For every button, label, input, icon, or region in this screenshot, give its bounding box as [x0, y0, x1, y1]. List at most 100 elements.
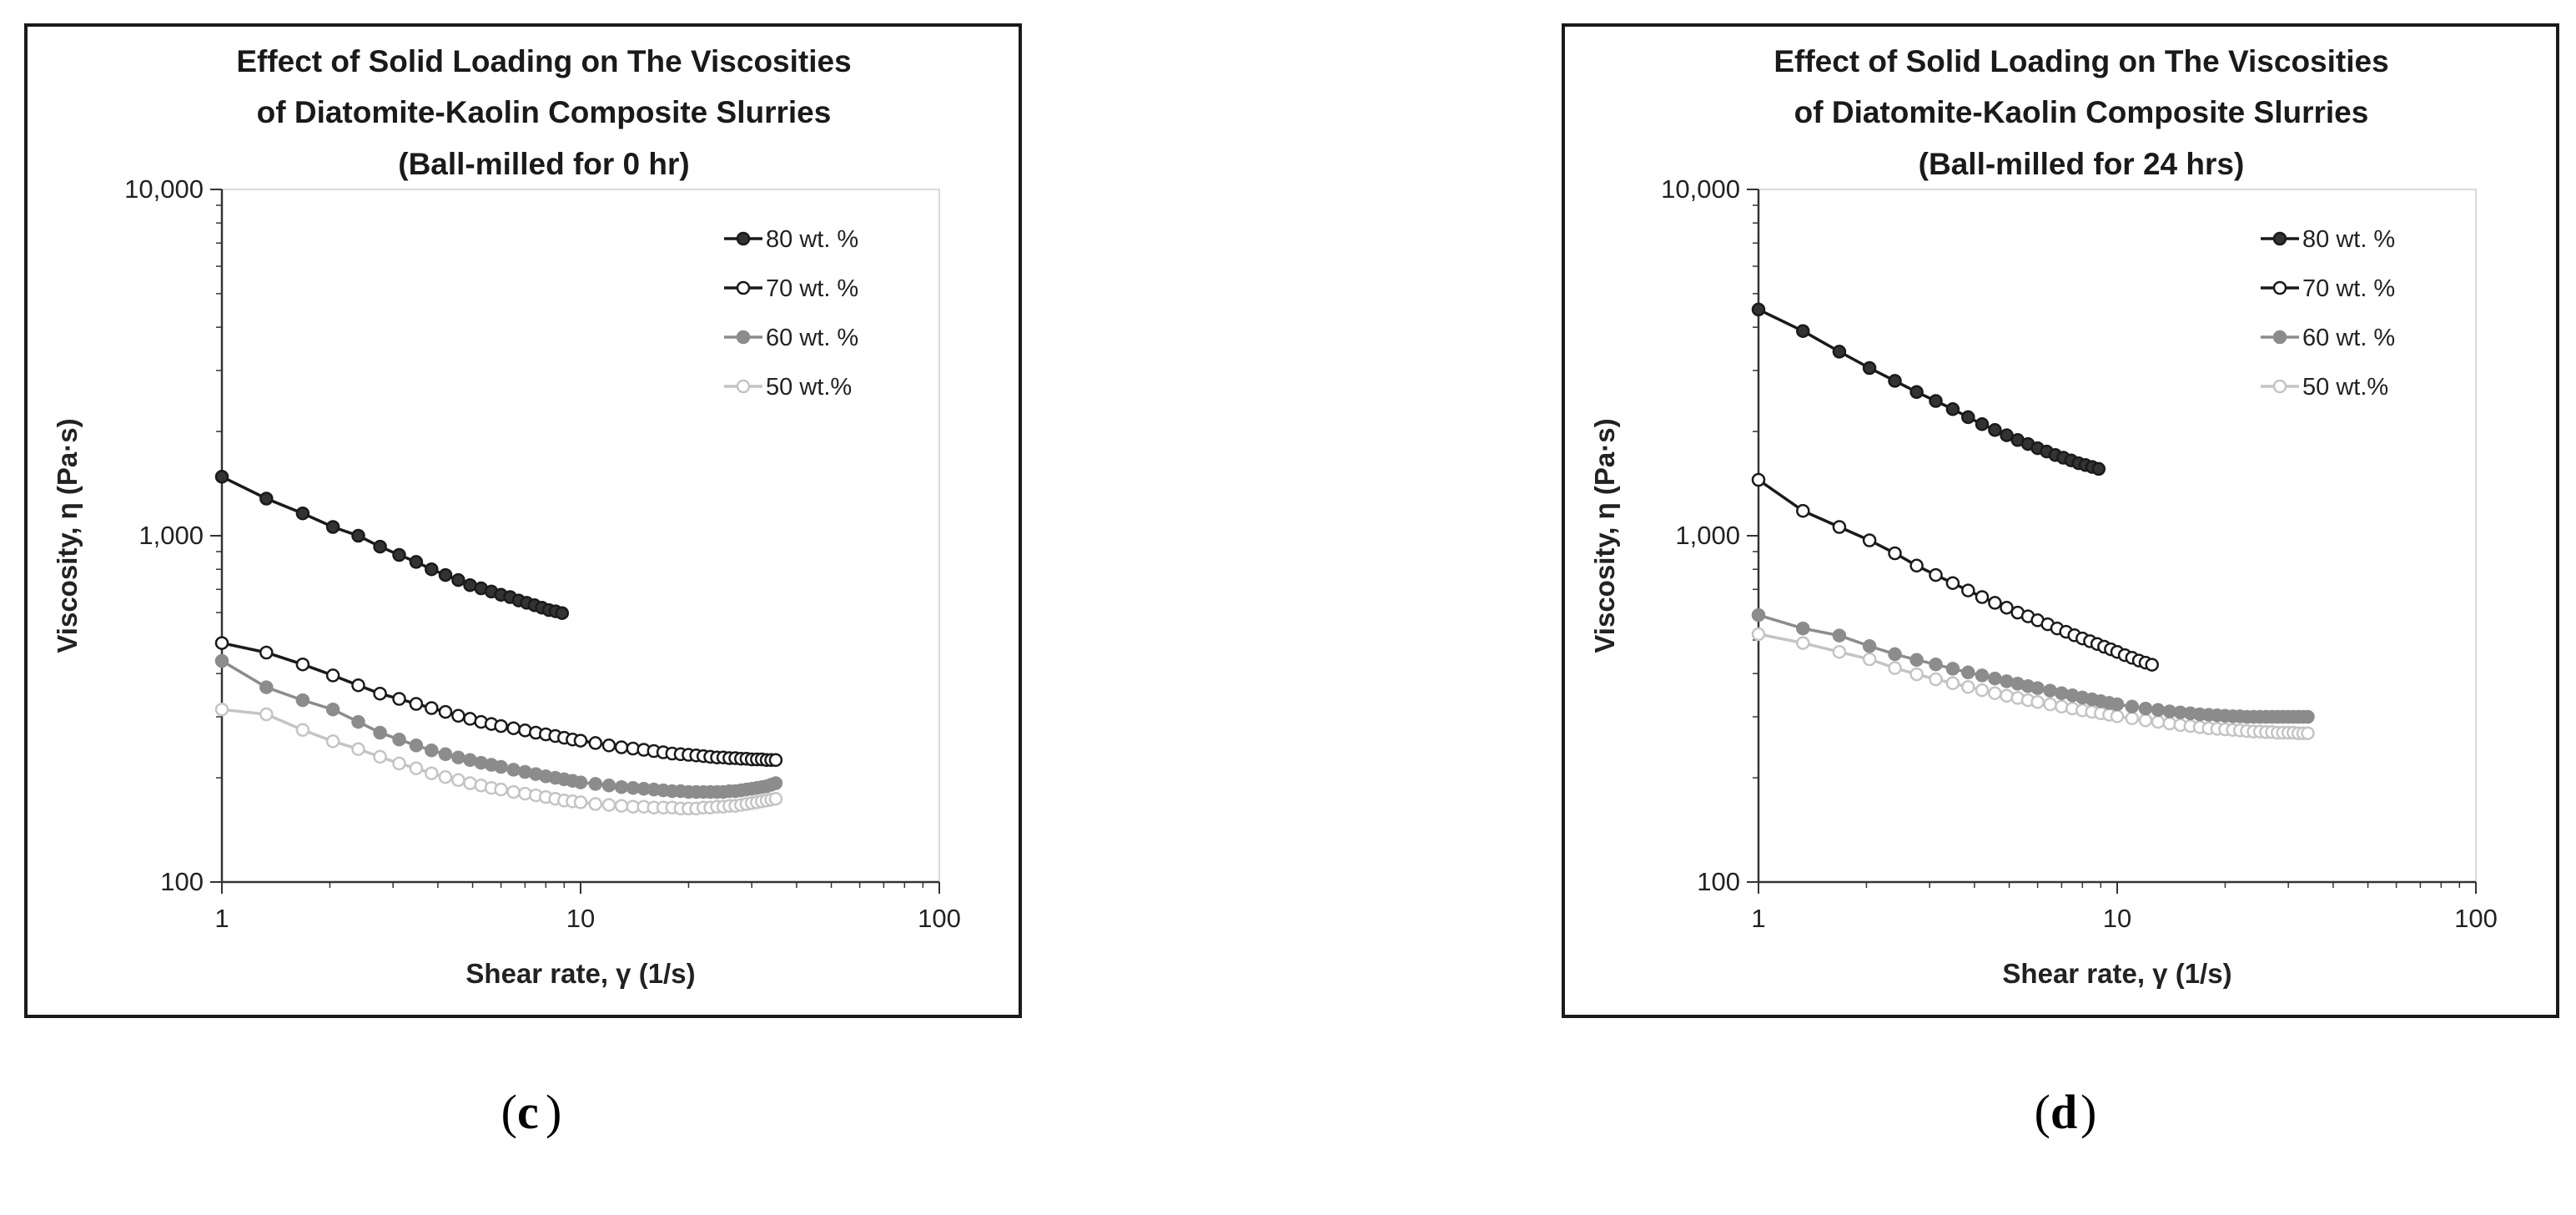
data-point [494, 759, 508, 774]
data-point [494, 782, 508, 797]
data-point [2030, 695, 2045, 709]
data-point [351, 742, 365, 756]
data-point [214, 636, 229, 650]
data-point [451, 708, 465, 723]
data-point [2138, 701, 2153, 716]
data-point [425, 743, 439, 758]
y-tick-label: 100 [1697, 867, 1740, 896]
data-point [409, 761, 424, 775]
y-tick-label: 1,000 [138, 521, 204, 550]
data-point [438, 704, 453, 719]
data-point [463, 753, 477, 768]
x-tick-label: 100 [918, 904, 961, 933]
legend-marker [2272, 280, 2287, 295]
plot-area [221, 189, 940, 883]
data-point [2125, 699, 2140, 714]
data-point [392, 732, 406, 747]
legend-marker [736, 330, 751, 345]
data-point [1961, 410, 1975, 425]
data-point [768, 776, 783, 790]
data-point [601, 798, 616, 812]
data-point [588, 736, 603, 750]
data-point [1929, 657, 1943, 672]
x-tick-label: 10 [2103, 904, 2131, 933]
data-point [295, 506, 310, 521]
caption-open-paren: ( [501, 1085, 517, 1139]
data-point [2000, 674, 2014, 688]
data-point [1751, 627, 1766, 642]
data-point [425, 562, 439, 577]
data-point [1751, 608, 1766, 623]
data-point [373, 686, 387, 701]
caption-c: ( c ) [501, 1085, 562, 1139]
data-point [1988, 686, 2002, 700]
data-point [518, 764, 532, 779]
data-point [351, 714, 365, 729]
legend-marker [2272, 231, 2287, 246]
data-point [768, 753, 783, 768]
data-point [1909, 385, 1924, 400]
data-point [2043, 683, 2057, 698]
data-point [425, 766, 439, 780]
data-point [451, 572, 465, 587]
data-point [1796, 636, 1810, 650]
legend-label: 70 wt. % [2302, 275, 2395, 302]
caption-letter: d [2050, 1085, 2077, 1139]
x-axis-label: Shear rate, γ (1/s) [465, 958, 695, 989]
data-point [373, 749, 387, 764]
data-point [1929, 567, 1943, 582]
data-point [438, 747, 453, 762]
data-point [438, 769, 453, 784]
data-point [1975, 683, 1990, 698]
data-point [451, 750, 465, 764]
data-point [1945, 576, 1960, 590]
data-point [463, 712, 477, 726]
data-point [1961, 679, 1975, 694]
legend-marker [736, 379, 751, 394]
x-tick-label: 1 [214, 904, 229, 933]
x-tick-label: 100 [2454, 904, 2498, 933]
data-point [2301, 709, 2315, 724]
data-point [325, 702, 340, 717]
data-point [1909, 653, 1924, 668]
data-point [1975, 590, 1990, 604]
data-point [555, 606, 570, 620]
data-point [2000, 428, 2014, 442]
data-point [1909, 667, 1924, 682]
data-point [1796, 621, 1810, 636]
data-point [325, 520, 340, 534]
data-point [1888, 374, 1902, 388]
x-tick-label: 1 [1751, 904, 1765, 933]
legend: 80 wt. % 70 wt. % 60 wt. % 50 wt.% [2261, 226, 2395, 401]
legend-label: 70 wt. % [766, 275, 858, 302]
legend-marker [736, 231, 751, 246]
legend-marker [2272, 330, 2287, 345]
y-axis-label: Viscosity, η (Pa·s) [52, 418, 83, 653]
axes-group: 100 1,000 10,000 1 10 100 [1661, 174, 2498, 933]
legend-label: 50 wt.% [766, 374, 852, 401]
data-point [588, 777, 603, 791]
caption-d: ( d ) [2035, 1085, 2097, 1139]
data-point [438, 567, 453, 582]
data-point [2000, 600, 2014, 615]
data-point [2138, 713, 2153, 728]
caption-close-paren: ) [2080, 1085, 2096, 1139]
x-tick-label: 10 [566, 904, 595, 933]
data-point [1975, 668, 1990, 683]
y-tick-label: 10,000 [1661, 174, 1740, 204]
legend-label: 80 wt. % [2302, 226, 2395, 253]
data-point [573, 734, 588, 748]
data-point [2110, 697, 2125, 712]
data-point [392, 547, 406, 562]
data-point [451, 773, 465, 788]
data-point [1832, 628, 1847, 643]
data-point [259, 680, 274, 694]
data-point [2151, 703, 2166, 718]
data-point [1988, 596, 2002, 610]
caption-close-paren: ) [546, 1085, 561, 1139]
data-point [1751, 302, 1766, 317]
data-point [259, 492, 274, 506]
data-point [1862, 533, 1877, 547]
legend-label: 50 wt.% [2302, 374, 2388, 401]
data-point [494, 718, 508, 734]
